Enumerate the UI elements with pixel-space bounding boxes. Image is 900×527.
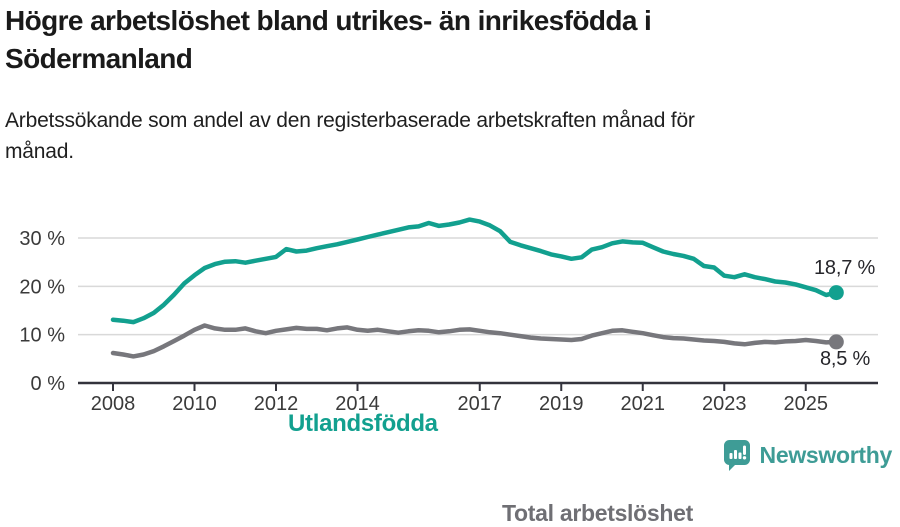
end-value-label-utlandsfodda: 18,7 %: [814, 257, 876, 279]
chart-subtitle: Arbetssökande som andel av den registerb…: [5, 109, 695, 163]
x-tick-label: 2014: [335, 393, 380, 415]
newsworthy-logo-icon: [723, 439, 750, 471]
y-tick-label: 0 %: [31, 373, 66, 395]
chart-title: Högre arbetslöshet bland utrikes- än inr…: [5, 5, 652, 74]
series-end-dot-total: [828, 334, 844, 350]
chart-area: 2008 2010 2012 2014 2017 2019 2021 2023 2025 0 % 1…: [0, 185, 900, 526]
series-label-utlandsfodda: Utlandsfödda: [288, 410, 438, 437]
x-tick-label: 2019: [539, 393, 584, 415]
x-tick-label: 2012: [254, 393, 299, 415]
x-tick-label: 2021: [621, 393, 666, 415]
y-tick-label: 30 %: [19, 228, 65, 250]
brand-name: Newsworthy: [759, 441, 893, 468]
unemployment-line-chart: 2008 2010 2012 2014 2017 2019 2021 2023 2025 0 % 1…: [19, 217, 878, 415]
series-line-utlandsfodda: [110, 217, 839, 325]
end-value-label-total: 8,5 %: [820, 348, 871, 370]
series-end-dot-utlandsfodda: [828, 285, 844, 301]
series-line-total: [110, 323, 839, 359]
x-tick-label: 2017: [458, 393, 503, 415]
x-tick-label: 2010: [172, 393, 217, 415]
x-tick-label: 2023: [702, 393, 747, 415]
x-tick-label: 2008: [91, 393, 136, 415]
y-tick-label: 20 %: [19, 276, 65, 298]
series-label-total-arbetsloshet: Total arbetslöshet: [502, 500, 693, 526]
x-tick-label: 2025: [784, 393, 829, 415]
y-tick-label: 10 %: [19, 325, 65, 347]
brand-footer: Newsworthy: [723, 438, 892, 472]
